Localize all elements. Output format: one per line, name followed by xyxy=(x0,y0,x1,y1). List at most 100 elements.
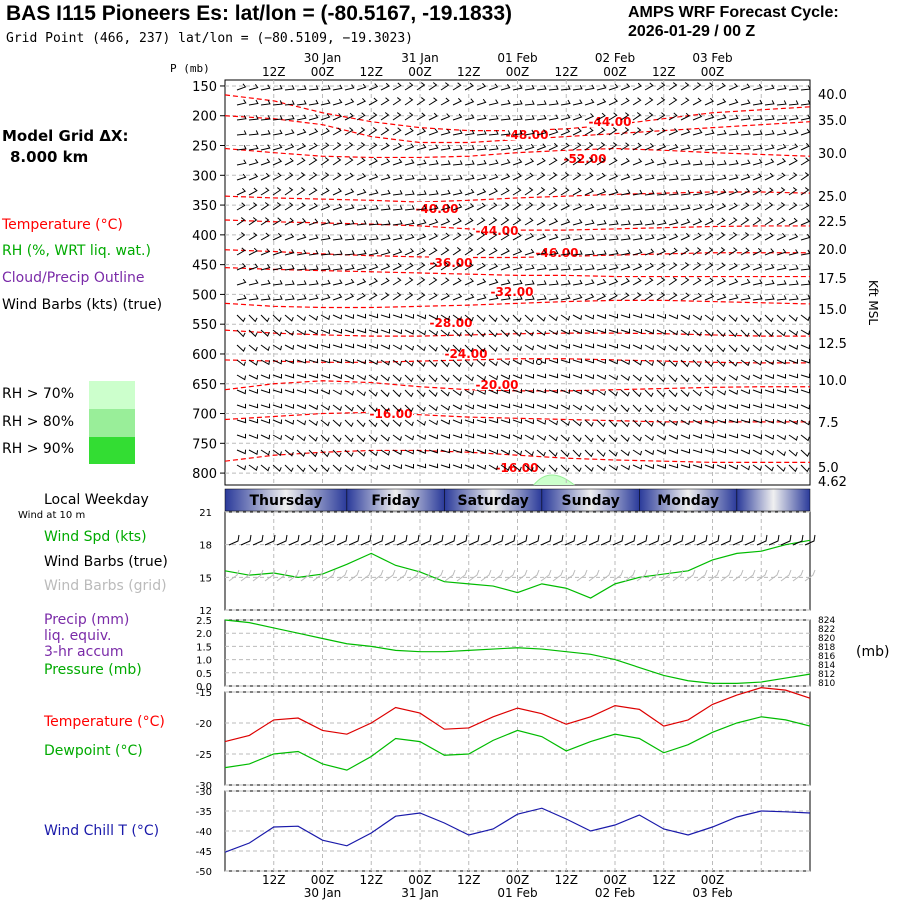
wind-barb xyxy=(548,404,559,410)
wind-barb xyxy=(404,464,415,469)
wind-barb xyxy=(704,314,714,322)
wind-barb xyxy=(524,314,534,323)
wind-barb xyxy=(476,449,487,454)
wind-barb xyxy=(536,85,547,91)
wind-barb xyxy=(548,128,559,136)
wind-barb xyxy=(692,129,703,136)
wind-barb xyxy=(764,129,775,136)
wind-barb xyxy=(368,449,378,457)
bottom-date-label: 31 Jan xyxy=(401,886,439,900)
wind-barb xyxy=(584,250,595,256)
wind-barb xyxy=(416,463,427,469)
isotherm-label: -40.00 xyxy=(416,202,459,216)
wind-barb xyxy=(440,204,451,211)
wind-barb xyxy=(488,187,498,196)
wind-barb xyxy=(560,358,571,364)
wind-barb xyxy=(356,142,366,151)
wind-barb xyxy=(464,404,475,410)
wind-barb-grid xyxy=(300,569,312,582)
wind-barb-true xyxy=(744,534,756,546)
isotherm-label-bg xyxy=(535,246,579,258)
wind-barb xyxy=(320,113,331,121)
bottom-date-label: 03 Feb xyxy=(692,886,732,900)
wind-barb xyxy=(524,232,534,241)
wind-barb-true xyxy=(576,534,588,546)
wind-barb xyxy=(776,314,786,323)
wind-barb xyxy=(524,158,535,166)
wind-barb xyxy=(656,233,667,241)
wind-barb-grid xyxy=(432,569,444,582)
wind-barb xyxy=(260,217,270,226)
wind-barb xyxy=(536,359,547,364)
bottom-time-label: 00Z xyxy=(506,873,530,887)
rh-swatch-70 xyxy=(89,381,135,409)
wind-barb xyxy=(260,449,271,456)
wind-barb xyxy=(332,264,343,271)
wind-barb xyxy=(584,329,595,334)
wind-barb xyxy=(680,262,690,271)
wind-barb xyxy=(416,344,426,352)
wind-barb xyxy=(680,374,690,383)
pressure-tick-label: 650 xyxy=(192,378,217,393)
wind-barb xyxy=(764,248,775,256)
wind-barb xyxy=(284,359,295,365)
wind-barb xyxy=(392,142,402,151)
pressure-tick-label: 400 xyxy=(192,229,217,244)
pressure-right-tick: 816 xyxy=(818,652,835,662)
wind-barb xyxy=(248,403,259,409)
wind-barb xyxy=(728,433,739,439)
wind-barb xyxy=(548,280,559,286)
wind-barb xyxy=(392,374,402,382)
wind-barb xyxy=(488,173,499,181)
wind-barb xyxy=(284,114,295,121)
wind-barb xyxy=(716,262,726,271)
wind-barb xyxy=(440,434,451,439)
wind-barb xyxy=(656,112,666,121)
wind-barb xyxy=(548,419,559,426)
wind-barb xyxy=(380,419,390,428)
wind-barb xyxy=(284,85,295,91)
wind-barb xyxy=(560,128,571,136)
wind-barb xyxy=(632,174,643,181)
wind-barb xyxy=(608,292,618,301)
wind-barb xyxy=(332,279,343,286)
wind-barb xyxy=(752,389,763,394)
wind-barb xyxy=(440,218,451,226)
wind-barb xyxy=(728,314,738,322)
wind-barb xyxy=(656,389,666,398)
wind-barb xyxy=(368,142,378,151)
wind-barb xyxy=(248,359,259,366)
wind-barb xyxy=(608,235,619,241)
wind-barb xyxy=(524,187,534,196)
wind-barb xyxy=(680,159,691,166)
wind-barb xyxy=(572,314,583,321)
wind-barb xyxy=(692,262,702,271)
wind-barb xyxy=(800,344,811,350)
wind-speed-ytick-label: 12 xyxy=(199,606,212,617)
wind-barb xyxy=(764,403,775,409)
wind-barb xyxy=(704,189,715,196)
wind-barb xyxy=(752,84,763,91)
wind-barb xyxy=(332,464,342,472)
wind-barb-grid xyxy=(348,569,360,582)
wind-barb xyxy=(716,329,726,338)
wind-barb-grid xyxy=(444,569,456,582)
wind-barb xyxy=(332,127,342,136)
wind-barb xyxy=(284,329,294,336)
wind-barb xyxy=(236,314,246,323)
wind-barb xyxy=(356,389,366,397)
wind-barb xyxy=(596,235,607,241)
wind-barb xyxy=(380,464,391,470)
wind-barb xyxy=(656,449,667,455)
wind-barb xyxy=(512,374,523,380)
wind-barb xyxy=(488,403,499,409)
wind-barb xyxy=(248,144,259,151)
wind-barb xyxy=(764,279,775,286)
wind-barb xyxy=(332,250,343,256)
wind-barb xyxy=(512,344,522,352)
wind-barb xyxy=(656,344,666,351)
wind-barb xyxy=(404,233,415,241)
wind-barb xyxy=(596,434,606,443)
wind-barb xyxy=(764,314,774,323)
wind-barb xyxy=(692,232,702,241)
